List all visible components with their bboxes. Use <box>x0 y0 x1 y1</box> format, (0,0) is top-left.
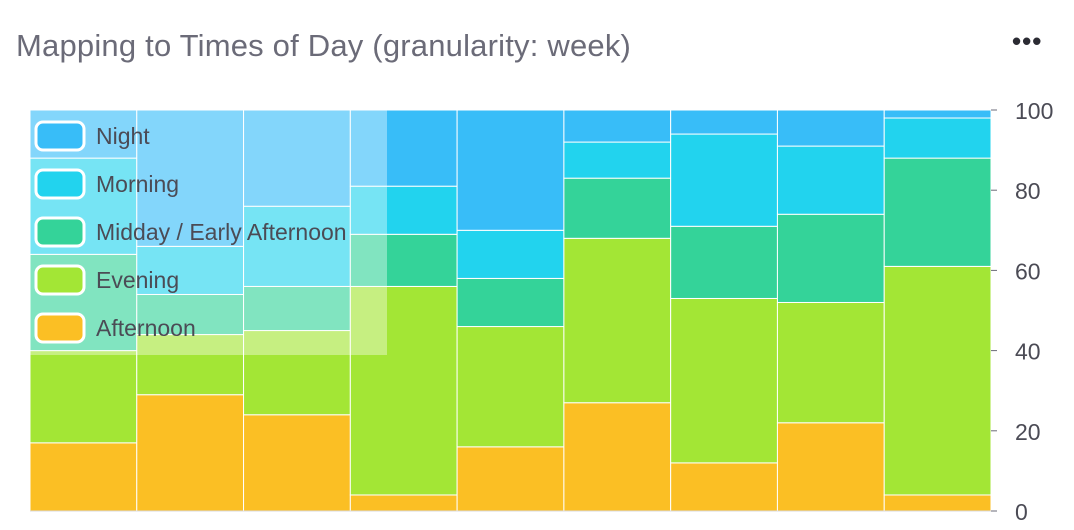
legend-item-evening[interactable]: Evening <box>34 264 179 296</box>
bar-segment-midday-early-afternoon[interactable] <box>243 285 351 332</box>
legend-swatch <box>34 312 86 344</box>
bar-segment-morning[interactable] <box>883 117 992 159</box>
bar-segment-night[interactable] <box>670 109 778 135</box>
bar-segment-evening[interactable] <box>563 237 672 404</box>
bar-segment-afternoon[interactable] <box>29 442 138 512</box>
bar-segment-night[interactable] <box>136 109 245 247</box>
bar-segment-afternoon[interactable] <box>883 494 992 512</box>
y-tick-label: 40 <box>1015 339 1041 365</box>
legend-item-morning[interactable]: Morning <box>34 168 179 200</box>
bar-segment-midday-early-afternoon[interactable] <box>670 225 778 299</box>
bar-segment-night[interactable] <box>776 109 885 147</box>
legend-label: Evening <box>96 267 179 293</box>
legend-label: Night <box>96 123 150 149</box>
bar-segment-evening[interactable] <box>29 350 138 444</box>
bar-segment-afternoon[interactable] <box>243 414 351 512</box>
y-tick: 40 <box>991 339 1041 365</box>
y-tick-label: 60 <box>1015 258 1041 284</box>
legend-item-midday-early-afternoon[interactable]: Midday / Early Afternoon <box>34 216 347 248</box>
legend-item-afternoon[interactable]: Afternoon <box>34 312 196 344</box>
legend-item-night[interactable]: Night <box>34 120 150 152</box>
y-tick-label: 0 <box>1015 499 1028 525</box>
y-tick-label: 20 <box>1015 419 1041 445</box>
bar-segment-midday-early-afternoon[interactable] <box>456 277 565 328</box>
bar-segment-evening[interactable] <box>883 265 992 496</box>
bar-segment-afternoon[interactable] <box>136 394 245 512</box>
y-tick-label: 80 <box>1015 178 1041 204</box>
bar-segment-morning[interactable] <box>349 185 458 235</box>
bar-segment-evening[interactable] <box>456 326 565 448</box>
bar-segment-evening[interactable] <box>776 301 885 424</box>
bar-segment-midday-early-afternoon[interactable] <box>136 293 245 336</box>
legend[interactable]: Night Morning Midday / Early Afternoon Even… <box>30 110 387 355</box>
bar-segment-afternoon[interactable] <box>349 494 458 512</box>
bar-segment-evening[interactable] <box>243 330 351 416</box>
y-axis: 0 20 40 60 80 100 <box>30 98 1053 525</box>
bar-segment-morning[interactable] <box>456 229 565 279</box>
bar-segment-afternoon[interactable] <box>776 422 885 512</box>
legend-swatch <box>34 168 86 200</box>
bar-segment-morning[interactable] <box>243 205 351 287</box>
bar-segment-afternoon[interactable] <box>563 402 672 512</box>
bar-segment-afternoon[interactable] <box>456 446 565 512</box>
y-tick: 60 <box>991 258 1041 284</box>
bar-segment-evening[interactable] <box>136 334 245 396</box>
bar-segment-morning[interactable] <box>563 141 672 179</box>
legend-background <box>30 110 387 355</box>
y-tick: 100 <box>991 98 1053 124</box>
more-options-icon[interactable]: ••• <box>1012 26 1043 56</box>
bar-segment-midday-early-afternoon[interactable] <box>563 177 672 239</box>
bar-segment-midday-early-afternoon[interactable] <box>776 213 885 303</box>
legend-label: Afternoon <box>96 315 196 341</box>
y-tick-label: 100 <box>1015 98 1053 124</box>
bar-segment-morning[interactable] <box>136 245 245 295</box>
bar-segment-night[interactable] <box>456 109 565 231</box>
bar-segment-evening[interactable] <box>670 297 778 464</box>
y-tick: 0 <box>991 499 1028 525</box>
bar-segment-midday-early-afternoon[interactable] <box>349 233 458 287</box>
bar-segment-afternoon[interactable] <box>670 462 778 512</box>
legend-swatch <box>34 216 86 248</box>
chart-title: Mapping to Times of Day (granularity: we… <box>16 28 632 63</box>
legend-label: Morning <box>96 171 179 197</box>
bar-segment-night[interactable] <box>563 109 672 143</box>
bar-segment-morning[interactable] <box>670 133 778 227</box>
legend-swatch <box>34 264 86 296</box>
legend-label: Midday / Early Afternoon <box>96 219 347 245</box>
bar-segment-evening[interactable] <box>349 285 458 496</box>
bars-layer <box>29 109 992 512</box>
bar-segment-morning[interactable] <box>776 145 885 215</box>
bar-segment-night[interactable] <box>883 109 992 119</box>
bar-segment-midday-early-afternoon[interactable] <box>883 157 992 267</box>
y-tick: 80 <box>991 178 1041 204</box>
bar-segment-night[interactable] <box>349 109 458 187</box>
legend-swatch <box>34 120 86 152</box>
y-tick: 20 <box>991 419 1041 445</box>
